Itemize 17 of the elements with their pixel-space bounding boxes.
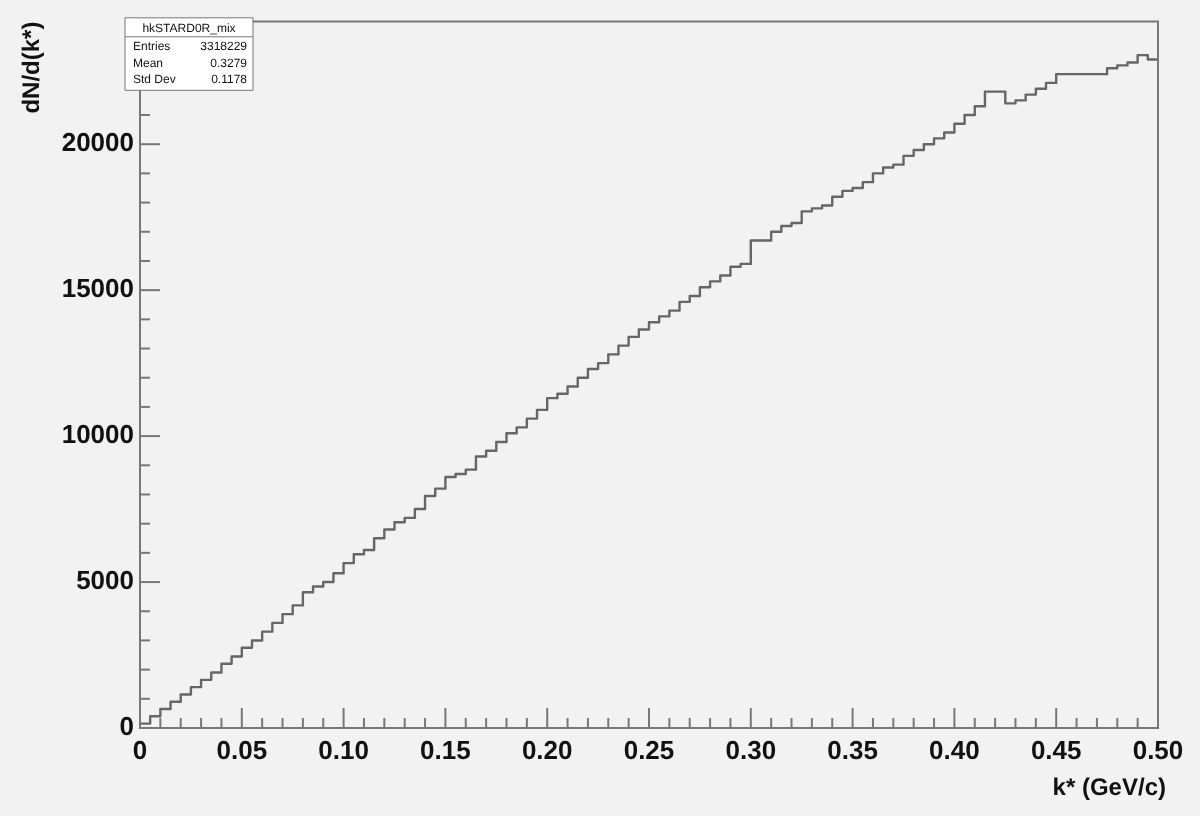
x-tick-label: 0.05 [216,734,268,765]
x-tick-label: 0.35 [827,734,878,765]
x-tick-label: 0.30 [725,734,777,765]
y-tick-label: 5000 [76,565,134,596]
x-tick-label: 0.45 [1030,734,1082,765]
x-tick-label: 0.20 [521,734,573,765]
x-axis-title: k* (GeV/c) [1052,772,1166,801]
y-tick-label: 20000 [61,127,134,158]
x-tick-label: 0.50 [1132,734,1184,765]
x-tick-label: 0.10 [318,734,369,765]
y-tick-label: 10000 [61,419,134,450]
x-tick-label: 0.15 [420,734,471,765]
x-tick-label: 0.25 [623,734,675,765]
y-axis-title: dN/d(k*) [16,21,45,114]
y-tick-label: 0 [119,711,134,742]
x-tick-label: 0.40 [929,734,980,765]
y-tick-label: 15000 [61,273,134,304]
